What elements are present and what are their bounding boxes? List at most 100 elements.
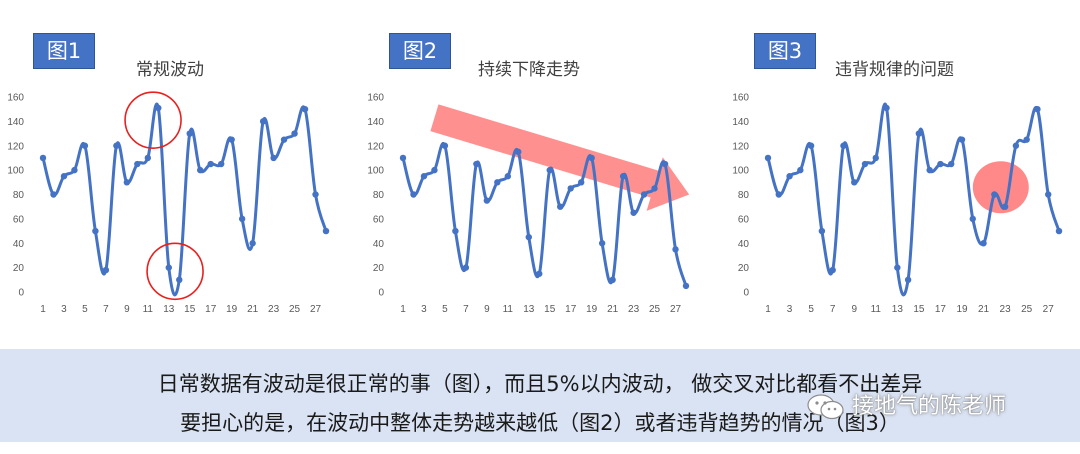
y-tick-label: 0 xyxy=(18,288,24,299)
data-point xyxy=(123,179,131,186)
x-tick-label: 25 xyxy=(289,304,301,315)
data-point xyxy=(861,160,869,168)
data-point xyxy=(619,173,627,180)
data-point xyxy=(301,105,309,113)
data-point xyxy=(420,173,428,180)
x-tick-label: 15 xyxy=(544,304,556,315)
y-tick-label: 120 xyxy=(367,141,384,152)
data-point xyxy=(630,209,637,216)
data-point xyxy=(948,160,955,168)
y-tick-label: 60 xyxy=(738,214,750,225)
data-point xyxy=(640,191,648,198)
data-point xyxy=(840,142,847,149)
x-tick-label: 25 xyxy=(1021,304,1033,315)
chart-title-3: 违背规律的问题 xyxy=(835,60,954,80)
trend-arrow xyxy=(430,104,690,211)
data-point xyxy=(894,264,901,271)
data-point xyxy=(494,179,501,186)
data-point xyxy=(764,154,772,162)
data-point xyxy=(483,197,491,204)
data-point xyxy=(431,166,438,174)
y-tick-label: 20 xyxy=(13,263,25,274)
x-tick-label: 21 xyxy=(978,304,990,315)
trend-arrow-shape xyxy=(430,104,690,211)
data-point xyxy=(567,185,574,192)
x-tick-label: 5 xyxy=(808,304,814,315)
x-tick-label: 27 xyxy=(1043,304,1055,315)
caption-line-1: 日常数据有波动是很正常的事（图），而且5%以内波动， 做交叉对比都看不出差异 xyxy=(157,372,923,396)
data-point xyxy=(915,130,923,137)
data-point xyxy=(399,154,407,162)
data-point xyxy=(312,191,319,198)
data-point xyxy=(598,240,606,247)
data-point xyxy=(113,142,120,149)
y-tick-label: 80 xyxy=(738,190,750,201)
data-point xyxy=(473,160,480,168)
data-point xyxy=(50,191,57,198)
data-point xyxy=(786,173,793,180)
data-point xyxy=(807,142,815,149)
data-point xyxy=(872,154,879,162)
caption-line-2: 要担心的是，在波动中整体走势越来越低（图2）或者违背趋势的情况（图3） xyxy=(180,411,900,435)
data-point xyxy=(904,276,912,284)
data-point xyxy=(958,136,966,143)
data-point xyxy=(588,154,595,162)
data-point xyxy=(577,179,585,186)
chart-badge-3: 图3 xyxy=(754,33,816,69)
y-tick-label: 100 xyxy=(367,166,384,177)
x-tick-label: 3 xyxy=(421,304,427,315)
x-tick-label: 3 xyxy=(61,304,67,315)
x-tick-label: 3 xyxy=(787,304,793,315)
data-point xyxy=(926,166,933,174)
watermark-text: 接地气的陈老师 xyxy=(852,394,1007,419)
data-point xyxy=(651,185,658,192)
data-point xyxy=(515,148,522,156)
data-point xyxy=(291,130,298,137)
data-point xyxy=(797,166,804,174)
chart-panel-1: 图1 常规波动 0 20 40 60 80 100 120 140 160 1 3 5 7 9 11 13 15… xyxy=(0,0,360,340)
chart-badge-1: 图1 xyxy=(33,33,95,69)
y-tick-label: 160 xyxy=(732,93,749,104)
x-tick-label: 17 xyxy=(205,304,217,315)
data-point xyxy=(557,203,564,210)
data-point xyxy=(883,104,890,112)
x-tick-label: 13 xyxy=(523,304,535,315)
x-tick-label: 13 xyxy=(163,304,175,315)
x-tick-label: 21 xyxy=(607,304,619,315)
data-point xyxy=(280,136,288,143)
data-point xyxy=(410,191,417,198)
x-tick-label: 7 xyxy=(463,304,469,315)
x-tick-label: 9 xyxy=(124,304,130,315)
y-tick-label: 140 xyxy=(7,117,24,128)
data-point xyxy=(462,264,470,271)
caption-box: 日常数据有波动是很正常的事（图），而且5%以内波动， 做交叉对比都看不出差异 要… xyxy=(0,349,1080,442)
chart-panel-3: 图3 违背规律的问题 0 20 40 60 80 100 120 140 160 1 3 5 7 9 11 1… xyxy=(720,0,1080,340)
data-point xyxy=(165,264,172,271)
data-point xyxy=(969,215,976,223)
x-tick-label: 7 xyxy=(830,304,836,315)
data-point xyxy=(818,227,826,235)
anomaly-highlight xyxy=(972,161,1029,214)
data-point xyxy=(134,160,141,168)
data-point xyxy=(1012,142,1020,149)
data-point xyxy=(176,276,183,284)
x-tick-label: 21 xyxy=(247,304,259,315)
data-point xyxy=(144,154,152,162)
data-point xyxy=(259,118,267,125)
data-point xyxy=(546,166,553,174)
wechat-icon xyxy=(807,394,844,420)
data-point xyxy=(207,160,214,168)
x-tick-label: 11 xyxy=(503,304,514,315)
y-tick-label: 40 xyxy=(738,239,750,250)
data-point xyxy=(186,130,193,137)
y-tick-label: 80 xyxy=(373,190,385,201)
data-point xyxy=(60,173,68,180)
x-tick-label: 1 xyxy=(765,304,771,315)
data-point xyxy=(71,166,78,174)
data-point xyxy=(980,240,987,247)
series-line xyxy=(41,102,328,297)
data-point xyxy=(92,227,99,235)
y-tick-label: 160 xyxy=(367,93,384,104)
data-point xyxy=(937,160,944,168)
